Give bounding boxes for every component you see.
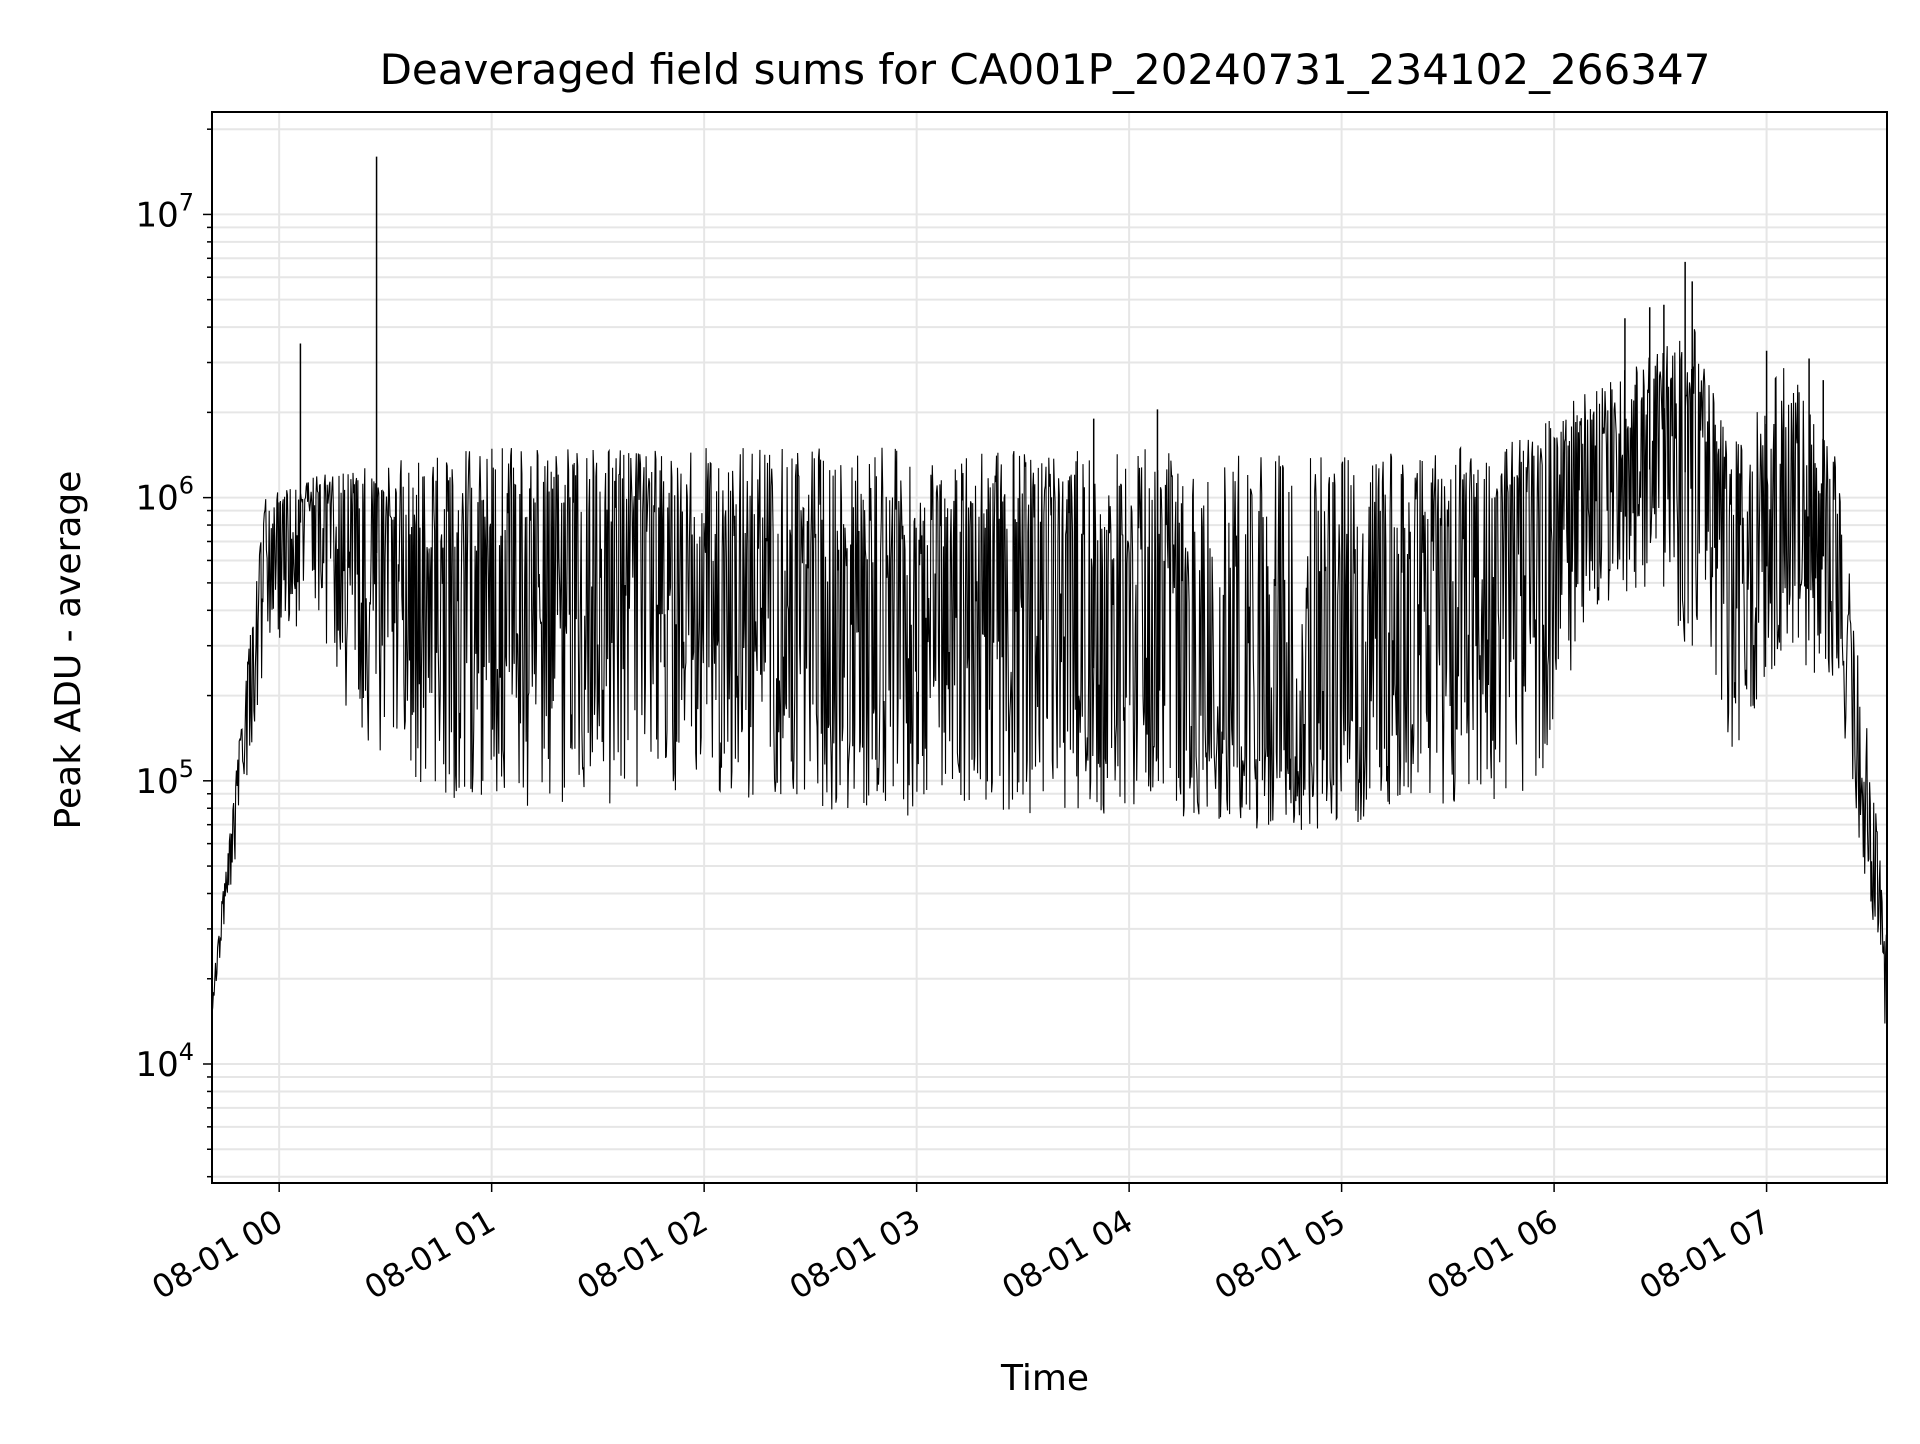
x-axis-label: Time bbox=[1000, 1358, 1089, 1399]
chart-title: Deaveraged field sums for CA001P_2024073… bbox=[380, 45, 1711, 94]
y-tick-label: 104 bbox=[135, 1038, 194, 1085]
y-axis-label: Peak ADU - average bbox=[48, 471, 89, 830]
y-tick-label: 105 bbox=[135, 755, 194, 802]
plot-frame bbox=[211, 111, 1888, 1184]
y-tick-label: 107 bbox=[135, 188, 194, 235]
grid bbox=[212, 112, 1887, 1183]
series-line bbox=[211, 329, 1888, 1024]
y-tick-label: 106 bbox=[135, 472, 194, 519]
data-layer bbox=[211, 156, 1888, 1024]
